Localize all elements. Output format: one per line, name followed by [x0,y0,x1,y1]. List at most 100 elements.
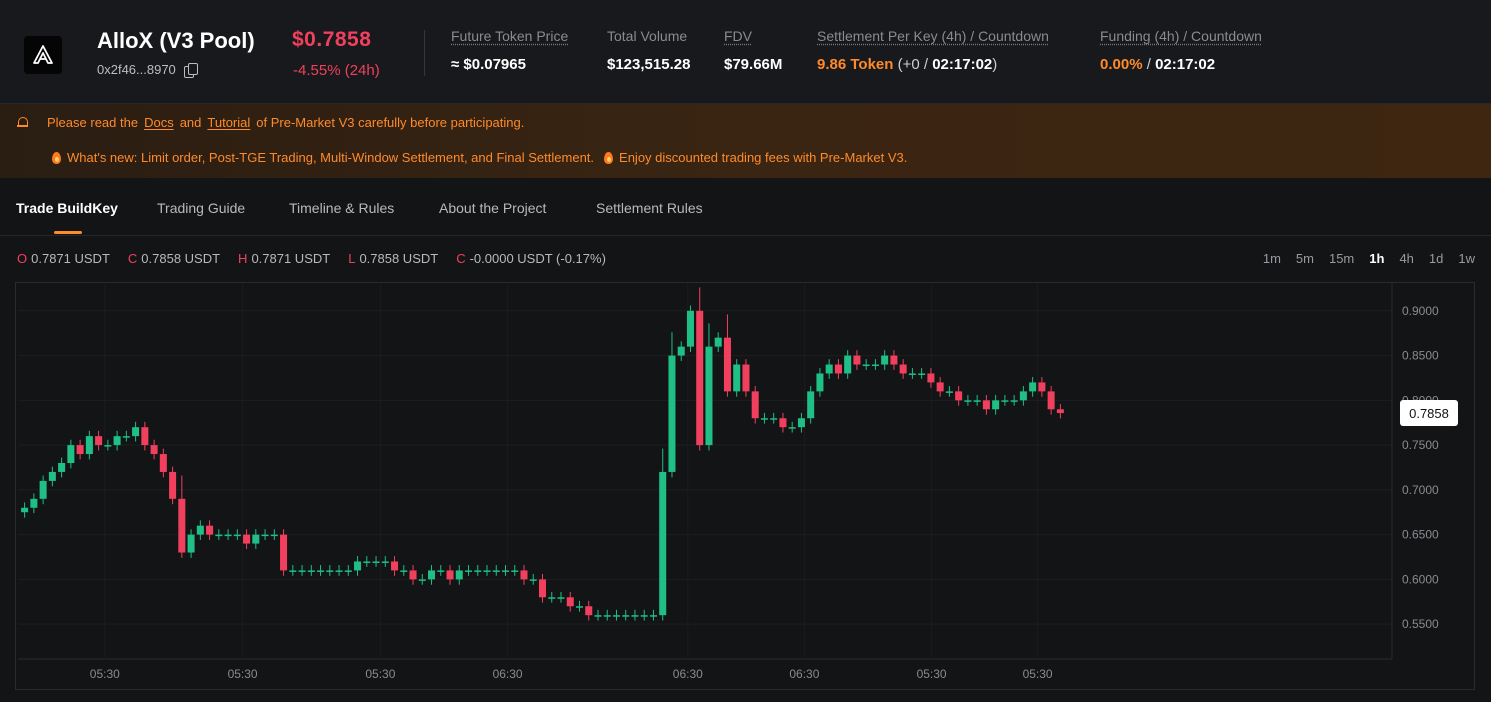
candle-body [317,570,325,572]
fire-icon [604,151,614,164]
candle-body [1056,409,1064,414]
ohlc-value: 0.7871 USDT [251,251,331,266]
settlement-stat: Settlement Per Key (4h) / Countdown 9.86… [817,28,1049,73]
future-token-price-value: ≈ $0.07965 [451,56,526,73]
notice-banner: Please read the Docs and Tutorial of Pre… [0,104,1491,178]
notice-text: What's new: Limit order, Post-TGE Tradin… [67,150,595,165]
copy-icon[interactable] [183,62,198,78]
candle-body [557,597,565,599]
tab-settlement-rules[interactable]: Settlement Rules [596,200,703,216]
candle-body [834,364,842,374]
interval-5m[interactable]: 5m [1295,251,1314,266]
candle-body [39,480,47,499]
x-tick-label: 06:30 [789,667,819,681]
candle-body [280,534,288,571]
candle-body [548,597,556,599]
candle-body [936,382,944,392]
x-tick-label: 05:30 [1023,667,1053,681]
candle-body [104,445,112,447]
candle-body [261,534,269,537]
settlement-label[interactable]: Settlement Per Key (4h) / Countdown [817,28,1049,44]
total-volume-stat: Total Volume $123,515.28 [607,28,690,73]
funding-label[interactable]: Funding (4h) / Countdown [1100,28,1262,44]
candle-body [779,418,787,428]
candle-body [686,310,694,347]
candle-body [594,615,602,617]
candle-body [575,606,584,608]
x-axis: 05:30 05:30 05:30 06:30 06:30 06:30 05:30 05:30 [90,667,1053,681]
interval-1w[interactable]: 1w [1458,251,1475,266]
candle-body [215,534,223,537]
future-token-price-stat: Future Token Price ≈ $0.07965 [451,28,568,73]
settlement-delta: (+0 [897,56,920,73]
candle-body [788,427,796,429]
candle-body [122,436,130,438]
tab-about-project[interactable]: About the Project [439,200,547,216]
token-logo [24,36,62,74]
candle-body [585,606,593,616]
candle-body [566,597,574,607]
candle-body [428,570,436,580]
x-tick-label: 06:30 [673,667,703,681]
candle-body [871,364,879,367]
active-tab-indicator [54,231,82,234]
tab-trading-guide[interactable]: Trading Guide [157,200,246,216]
candle-body [1019,391,1027,401]
ohlc-low: L 0.7858 USDT [348,251,438,266]
notice-text: of Pre-Market V3 carefully before partic… [256,115,525,130]
candle-body [770,418,778,420]
fire-icon [52,151,61,164]
funding-countdown: 02:17:02 [1155,56,1216,73]
candle-body [344,570,352,572]
candle-body [992,400,1000,410]
notice-text: Please read the [47,115,139,130]
candles [21,287,1064,621]
candle-body [150,445,158,455]
candle-body [455,570,463,580]
candle-body [252,534,260,544]
candle-body [520,570,528,580]
interval-1d[interactable]: 1d [1428,251,1444,266]
funding-stat: Funding (4h) / Countdown 0.00% / 02:17:0… [1100,28,1262,73]
settlement-slash: / [923,56,929,73]
candle-body [492,570,500,572]
candle-body [760,418,768,420]
tab-timeline-rules[interactable]: Timeline & Rules [289,200,395,216]
candle-body [437,570,445,572]
candle-body [381,561,389,563]
candle-body [890,355,898,365]
funding-value: 0.00% / 02:17:02 [1100,56,1262,73]
tutorial-link[interactable]: Tutorial [207,115,251,130]
candle-body [141,427,149,446]
docs-link[interactable]: Docs [144,115,174,130]
interval-1h[interactable]: 1h [1369,251,1385,266]
candle-body [807,391,815,419]
candle-body [196,525,204,535]
ohlc-open: O 0.7871 USDT [17,251,110,266]
interval-15m[interactable]: 15m [1328,251,1355,266]
ohlc-value: -0.0000 USDT (-0.17%) [469,251,606,266]
future-token-price-label[interactable]: Future Token Price [451,28,569,44]
x-tick-label: 05:30 [228,667,258,681]
candle-body [659,471,667,616]
price-chart[interactable]: 0.90000.85000.80000.75000.70000.65000.60… [15,282,1475,690]
fdv-label[interactable]: FDV [724,28,752,44]
y-tick-label: 0.9000 [1402,304,1439,318]
interval-1m[interactable]: 1m [1262,251,1281,266]
candle-body [354,561,362,571]
candle-body [881,355,889,365]
candle-body [21,507,29,513]
candle-body [224,534,232,537]
tab-trade-buildkey[interactable]: Trade BuildKey [16,200,118,216]
candle-body [298,570,306,572]
y-tick-label: 0.6000 [1402,572,1439,586]
candle-body [612,615,620,617]
candle-body [418,579,426,581]
candlestick-chart[interactable]: 0.90000.85000.80000.75000.70000.65000.60… [16,283,1474,689]
ohlc-key: O [17,251,28,266]
interval-4h[interactable]: 4h [1399,251,1414,266]
candle-body [825,364,833,374]
candle-body [668,355,676,472]
candle-body [132,427,140,437]
candle-body [48,471,56,481]
